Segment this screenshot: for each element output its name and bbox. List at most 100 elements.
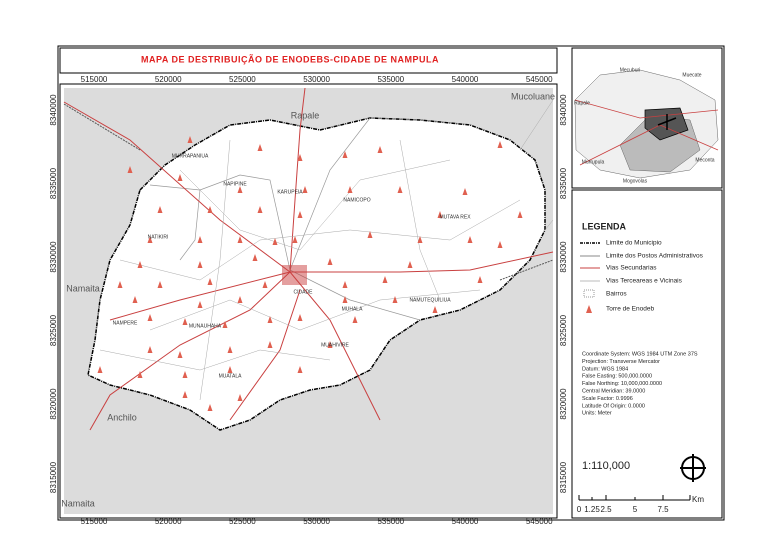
enodeb-tower <box>292 236 298 243</box>
enodeb-tower <box>467 236 473 243</box>
enodeb-tower <box>182 371 188 378</box>
enodeb-tower <box>197 261 203 268</box>
enodeb-tower <box>517 211 523 218</box>
enodeb-tower <box>352 316 358 323</box>
bairro-label: NAMPERE <box>113 320 138 326</box>
enodeb-tower <box>437 211 443 218</box>
scale-bar-label: 5 <box>633 505 638 514</box>
map-content: Rapale Mucoluane Namaita Anchilo Namaita MURR… <box>61 87 555 508</box>
rail <box>63 103 554 281</box>
scale-bar-unit: Km <box>692 495 704 504</box>
scale-bar-label: 7.5 <box>657 505 669 514</box>
y-tick-label: 8315000 <box>49 461 58 493</box>
x-tick-label: 515000 <box>81 517 108 526</box>
enodeb-tower <box>462 188 468 195</box>
enodeb-tower <box>407 261 413 268</box>
projection-line: Latitude Of Origin: 0.0000 <box>582 403 645 409</box>
scale-bar-label: 1.25 <box>584 505 600 514</box>
enodeb-tower <box>157 206 163 213</box>
enodeb-tower <box>237 394 243 401</box>
tertiary-roads <box>99 99 554 401</box>
y-tick-label: 8340000 <box>559 94 568 126</box>
y-tick-label: 8335000 <box>49 167 58 199</box>
legend-frame <box>571 189 723 519</box>
bairro-label: KARUPEIA <box>277 189 303 195</box>
projection-line: False Northing: 10,000,000.0000 <box>582 381 662 387</box>
north-arrow <box>680 454 706 482</box>
enodeb-tower <box>137 371 143 378</box>
bairro-label: MUNAUHAHA <box>189 323 222 329</box>
enodeb-tower <box>207 206 213 213</box>
inset-label: Rapale <box>574 100 590 106</box>
place-name: Mucoluane <box>511 91 555 101</box>
x-tick-label: 545000 <box>526 75 553 84</box>
enodeb-tower <box>377 146 383 153</box>
enodeb-tower <box>157 281 163 288</box>
inset-map <box>574 69 719 179</box>
x-tick-label: 530000 <box>303 517 330 526</box>
legend-label: Torre de Enodeb <box>606 306 654 313</box>
enodeb-tower <box>147 346 153 353</box>
bairro-label: MURRAPANIUA <box>172 153 209 159</box>
y-tick-label: 8325000 <box>559 314 568 346</box>
inset-label: Meconta <box>695 157 714 163</box>
enodeb-tower <box>327 258 333 265</box>
title-box <box>59 47 558 74</box>
x-tick-label: 530000 <box>303 75 330 84</box>
enodeb-tower <box>342 281 348 288</box>
bairro-label: MUTAVA REX <box>439 214 471 220</box>
enodeb-tower <box>477 276 483 283</box>
y-tick-label: 8340000 <box>49 94 58 126</box>
bairro-label: NATIKIRI <box>148 234 169 240</box>
enodeb-tower <box>367 231 373 238</box>
x-tick-label: 515000 <box>81 75 108 84</box>
enodeb-tower <box>182 391 188 398</box>
bairro-label: NAMICOPO <box>343 197 370 203</box>
y-tick-label: 8315000 <box>559 461 568 493</box>
scale-bar-line <box>578 495 691 501</box>
enodeb-tower <box>302 186 308 193</box>
y-tick-label: 8330000 <box>49 241 58 273</box>
title: MAPA DE DESTRIBUIÇÃO DE ENODEBS-CIDADE D… <box>141 54 439 64</box>
enodeb-tower <box>272 238 278 245</box>
enodeb-tower <box>342 151 348 158</box>
bairro-label: NAPIPINE <box>223 181 247 187</box>
secondary-roads <box>63 87 554 431</box>
place-name: Namaita <box>66 283 100 293</box>
x-tick-label: 525000 <box>229 517 256 526</box>
enodeb-tower <box>267 341 273 348</box>
inset-label: Muecate <box>682 72 701 78</box>
enodeb-tower <box>237 186 243 193</box>
x-tick-label: 520000 <box>155 75 182 84</box>
enodeb-tower <box>432 306 438 313</box>
legend-label: Vias Secundarias <box>606 265 657 272</box>
scale-bar-label: 2.5 <box>600 505 612 514</box>
enodeb-tower <box>177 174 183 181</box>
enodeb-tower <box>97 366 103 373</box>
enodeb-tower <box>347 186 353 193</box>
enodeb-tower <box>342 296 348 303</box>
x-tick-label: 525000 <box>229 75 256 84</box>
enodeb-tower <box>397 186 403 193</box>
x-tick-label: 540000 <box>452 75 479 84</box>
enodeb-tower <box>297 366 303 373</box>
city-centre <box>282 265 307 285</box>
place-name: Namaita <box>61 498 95 508</box>
projection-line: False Easting: 500,000.0000 <box>582 374 652 380</box>
bairro-label: MUHALA <box>342 306 364 312</box>
legend-label: Limite do Municipio <box>606 240 662 247</box>
enodeb-tower <box>237 296 243 303</box>
enodeb-tower <box>197 236 203 243</box>
x-tick-label: 520000 <box>155 517 182 526</box>
enodeb-tower <box>207 278 213 285</box>
projection-line: Scale Factor: 0.9996 <box>582 396 633 402</box>
enodeb-tower <box>132 296 138 303</box>
enodeb-tower <box>297 314 303 321</box>
enodeb-tower <box>257 206 263 213</box>
legend-symbols <box>580 242 600 313</box>
x-tick-label: 540000 <box>452 517 479 526</box>
outer-frame <box>57 45 725 521</box>
enodeb-tower <box>137 261 143 268</box>
inset-label: Mecuburi <box>620 67 641 73</box>
